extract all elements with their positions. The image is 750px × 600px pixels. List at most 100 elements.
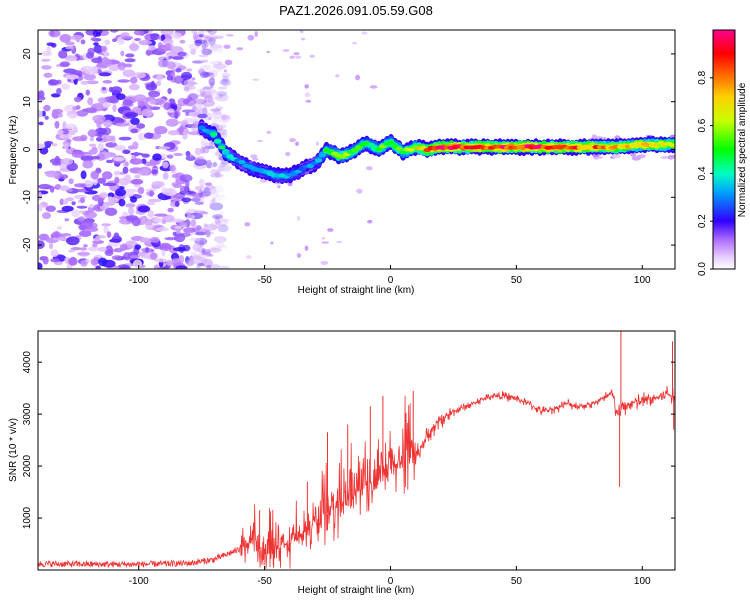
noise-blob: [114, 176, 120, 184]
noise-blob: [630, 152, 637, 157]
noise-blob: [223, 69, 228, 73]
noise-blob: [196, 225, 202, 230]
noise-blob: [124, 63, 133, 68]
noise-blob: [172, 32, 183, 39]
noise-blob: [636, 154, 646, 159]
noise-blob: [101, 87, 106, 91]
noise-blob: [79, 230, 92, 238]
noise-blob: [216, 90, 228, 96]
noise-blob: [95, 127, 107, 135]
noise-blob: [60, 233, 72, 237]
noise-blob: [209, 199, 216, 209]
y-tick-label: 4000: [22, 351, 33, 374]
noise-blob: [124, 58, 136, 63]
noise-blob: [52, 108, 64, 114]
noise-blob: [73, 96, 82, 103]
noise-blob: [256, 139, 264, 143]
noise-blob: [282, 49, 290, 52]
noise-blob: [305, 99, 312, 103]
noise-blob: [192, 32, 198, 40]
noise-blob: [250, 154, 258, 159]
noise-blob: [99, 192, 109, 199]
noise-blob: [59, 33, 72, 43]
noise-blob: [216, 165, 225, 172]
noise-blob: [196, 265, 201, 269]
noise-blob: [299, 30, 304, 33]
noise-blob: [204, 41, 209, 48]
noise-blob: [90, 170, 99, 180]
noise-blob: [122, 166, 129, 174]
noise-blob: [95, 235, 107, 239]
noise-blob: [597, 156, 603, 159]
noise-blob: [215, 106, 224, 111]
noise-blob: [214, 185, 225, 193]
noise-blob: [50, 249, 59, 257]
noise-blob: [218, 164, 232, 172]
noise-blob: [212, 214, 224, 220]
noise-blob: [179, 174, 193, 183]
y-tick-label: 1000: [22, 506, 33, 529]
noise-blob: [90, 258, 98, 266]
noise-blob: [67, 113, 77, 119]
noise-blob: [103, 119, 113, 128]
noise-blob: [82, 160, 94, 169]
noise-blob: [198, 34, 204, 37]
noise-blob: [103, 225, 109, 234]
noise-blob: [60, 158, 74, 165]
ridge-segment: [222, 150, 230, 155]
noise-blob: [192, 243, 202, 252]
noise-blob: [128, 83, 140, 91]
noise-blob: [201, 42, 207, 51]
noise-blob: [118, 198, 126, 207]
noise-blob: [168, 55, 173, 59]
noise-blob: [51, 162, 62, 166]
noise-blob: [213, 117, 227, 121]
noise-blob: [336, 240, 343, 244]
noise-blob: [59, 185, 70, 192]
noise-blob: [137, 168, 150, 176]
noise-blob: [204, 251, 212, 257]
noise-blob: [221, 78, 232, 87]
noise-blob: [128, 206, 135, 216]
noise-blob: [133, 30, 145, 36]
spectrogram-y-ticks: -20 -10 0 10 20: [22, 48, 675, 252]
noise-blob: [73, 194, 87, 200]
noise-blob: [210, 60, 222, 66]
noise-blob: [66, 236, 80, 246]
noise-blob: [110, 30, 119, 33]
noise-blob: [122, 99, 133, 106]
noise-blob: [102, 80, 113, 84]
noise-blob: [162, 172, 169, 180]
noise-blob: [119, 265, 131, 269]
noise-blob: [352, 42, 358, 45]
noise-blob: [179, 221, 188, 228]
noise-blob: [201, 247, 206, 256]
colorbar-tick-label: 0.6: [697, 118, 708, 132]
noise-blob: [76, 205, 88, 209]
noise-blob: [38, 143, 46, 149]
noise-blob: [59, 134, 73, 139]
noise-blob: [213, 236, 227, 243]
noise-blob: [147, 198, 162, 203]
noise-blob: [84, 107, 97, 113]
noise-blob: [203, 224, 218, 231]
noise-blob: [117, 79, 130, 83]
noise-blob: [207, 145, 215, 150]
noise-blob: [244, 222, 251, 227]
noise-blob: [97, 97, 107, 104]
noise-blob: [315, 141, 320, 146]
noise-blob: [187, 131, 201, 136]
noise-blob: [194, 39, 207, 44]
noise-blob: [98, 257, 108, 267]
noise-blob: [118, 136, 132, 141]
noise-blob: [150, 80, 155, 90]
noise-blob: [215, 93, 229, 102]
noise-blob: [204, 182, 213, 186]
noise-blob: [270, 241, 274, 245]
noise-blob: [145, 49, 152, 56]
noise-blob: [147, 201, 156, 205]
noise-blob: [167, 207, 174, 213]
noise-blob: [155, 227, 169, 232]
x-tick-label: 100: [634, 576, 651, 587]
noise-blob: [191, 197, 202, 203]
